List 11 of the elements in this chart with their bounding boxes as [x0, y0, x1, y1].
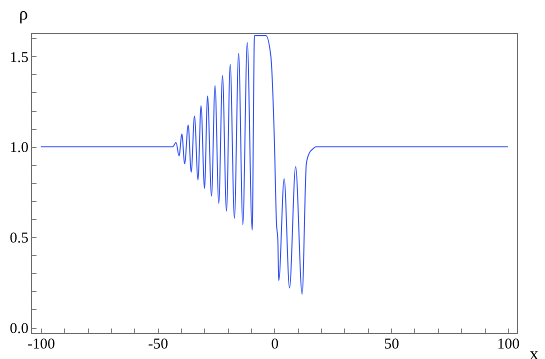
- x-tick-label: 50: [384, 336, 400, 352]
- x-tick-label: -100: [28, 336, 56, 352]
- x-tick-label: -50: [148, 336, 168, 352]
- y-tick-label: 0.5: [10, 230, 28, 247]
- y-tick-label: 1.0: [10, 140, 28, 156]
- x-tick-label: 100: [497, 336, 520, 352]
- y-axis-title: ρ: [19, 4, 28, 24]
- y-tick-label: 0.0: [10, 321, 28, 338]
- x-tick-label: 0: [271, 336, 279, 352]
- line-series: [40, 34, 508, 295]
- y-tick-label: 1.5: [10, 50, 28, 66]
